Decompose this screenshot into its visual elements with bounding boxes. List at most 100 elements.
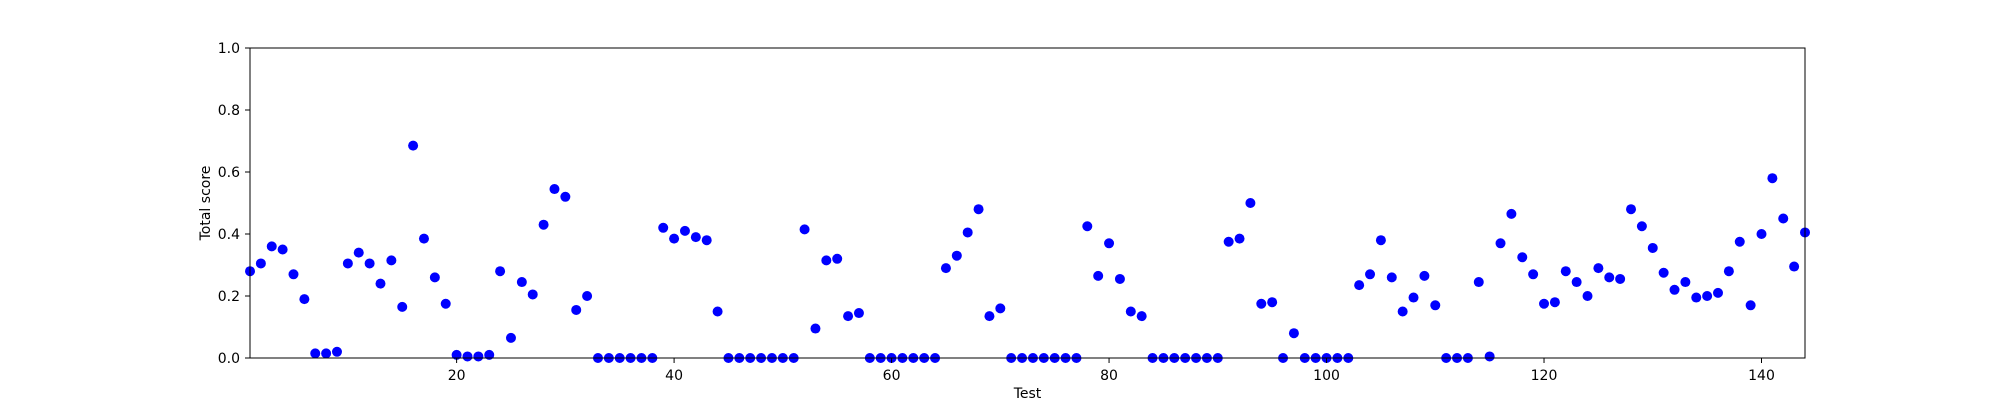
data-point xyxy=(1419,270,1430,281)
data-point xyxy=(1375,235,1386,246)
data-point xyxy=(1745,300,1756,311)
data-point xyxy=(1223,236,1234,247)
x-tick-label: 80 xyxy=(1100,368,1118,384)
data-point xyxy=(1626,204,1637,215)
data-point xyxy=(973,204,984,215)
y-tick-label: 0.4 xyxy=(218,227,240,243)
data-point xyxy=(331,346,342,357)
data-point xyxy=(951,250,962,261)
y-tick-label: 0.0 xyxy=(218,351,240,367)
data-point xyxy=(821,255,832,266)
data-point xyxy=(843,311,854,322)
data-point xyxy=(940,263,951,274)
data-point xyxy=(1539,298,1550,309)
y-tick-label: 0.8 xyxy=(218,103,240,119)
data-point xyxy=(288,269,299,280)
data-point xyxy=(386,255,397,266)
data-point xyxy=(1256,298,1267,309)
data-point xyxy=(1604,272,1615,283)
data-point xyxy=(527,289,538,300)
data-point xyxy=(1517,252,1528,263)
data-point xyxy=(1713,287,1724,298)
x-tick-label: 40 xyxy=(665,368,683,384)
data-point xyxy=(1778,213,1789,224)
data-point xyxy=(473,351,484,362)
data-point xyxy=(1245,198,1256,208)
data-point xyxy=(1234,233,1245,244)
data-point xyxy=(1560,266,1571,277)
data-point xyxy=(1615,273,1626,284)
x-tick-label: 60 xyxy=(883,368,901,384)
data-point xyxy=(853,308,864,319)
data-point xyxy=(484,349,495,360)
data-point xyxy=(962,227,973,238)
data-point xyxy=(1365,269,1376,280)
data-point xyxy=(582,291,593,301)
x-tick-label: 120 xyxy=(1531,368,1558,384)
data-point xyxy=(1528,269,1539,280)
data-point xyxy=(1484,351,1495,362)
data-point xyxy=(1723,266,1734,277)
data-point xyxy=(1647,242,1658,253)
data-point xyxy=(658,222,669,233)
data-point xyxy=(1408,292,1419,303)
data-point xyxy=(810,323,821,334)
data-point xyxy=(1734,236,1745,247)
data-point xyxy=(462,351,473,362)
data-point xyxy=(1114,273,1125,284)
data-point xyxy=(375,278,386,289)
data-point xyxy=(1549,297,1560,308)
data-point xyxy=(1636,221,1647,232)
data-point xyxy=(277,244,288,255)
y-axis-label: Total score xyxy=(198,166,214,242)
y-tick-label: 0.6 xyxy=(218,165,240,181)
data-point xyxy=(701,235,712,246)
data-point xyxy=(397,301,408,312)
data-point xyxy=(364,258,375,269)
data-point xyxy=(516,277,527,288)
data-point xyxy=(1136,311,1147,322)
data-point xyxy=(1104,238,1115,249)
data-point xyxy=(1702,291,1713,301)
data-point xyxy=(1354,280,1365,291)
data-point xyxy=(669,233,680,244)
x-axis-label: Test xyxy=(1013,386,1042,400)
data-point xyxy=(995,303,1006,314)
y-axis-ticks: 0.0 0.2 0.4 0.6 0.8 1.0 xyxy=(218,41,250,367)
data-point xyxy=(1658,267,1669,278)
data-point xyxy=(984,311,995,322)
data-point xyxy=(1125,306,1136,317)
data-point xyxy=(342,258,353,269)
data-point xyxy=(1495,238,1506,249)
data-point xyxy=(1506,208,1517,219)
data-point xyxy=(1267,297,1278,308)
data-point xyxy=(321,348,332,359)
data-point xyxy=(1669,284,1680,295)
x-tick-label: 140 xyxy=(1748,368,1775,384)
data-point xyxy=(690,232,701,243)
data-point xyxy=(266,241,277,252)
data-point xyxy=(1756,229,1767,239)
data-point xyxy=(1386,272,1397,283)
data-point xyxy=(549,184,560,195)
plot-background xyxy=(250,48,1805,358)
data-point xyxy=(1593,263,1604,274)
data-point xyxy=(1582,291,1593,301)
data-point xyxy=(310,348,321,359)
data-point xyxy=(505,332,516,343)
data-point xyxy=(353,247,364,258)
data-point xyxy=(429,272,440,283)
data-point xyxy=(1082,221,1093,232)
data-point xyxy=(832,253,843,264)
data-point xyxy=(560,191,571,202)
data-point xyxy=(712,306,723,317)
data-point xyxy=(538,219,549,230)
data-point xyxy=(418,233,429,244)
x-tick-label: 20 xyxy=(448,368,466,384)
data-point xyxy=(299,294,310,305)
data-point xyxy=(1473,277,1484,288)
data-point xyxy=(1571,277,1582,288)
data-point xyxy=(679,225,690,236)
y-tick-label: 1.0 xyxy=(218,41,240,57)
